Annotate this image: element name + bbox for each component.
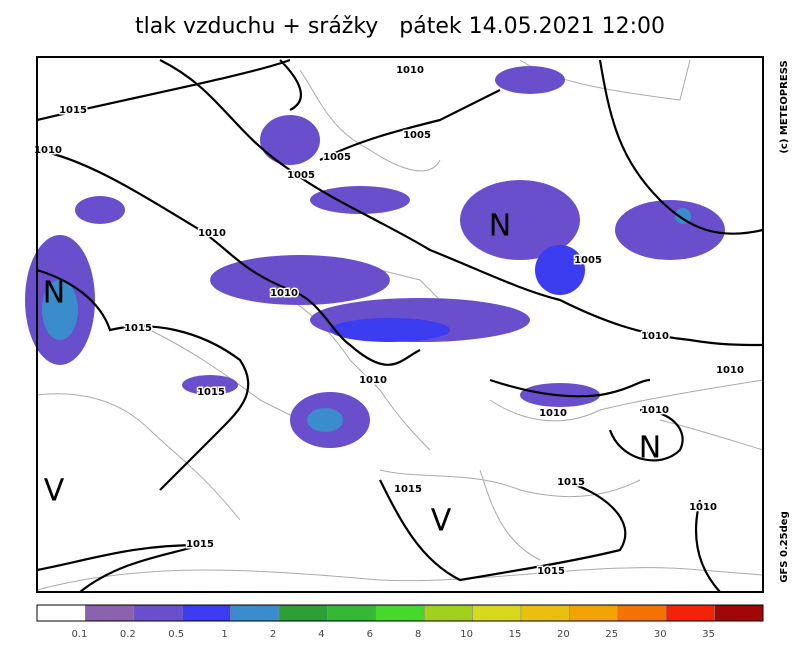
- isobar-label: 1010: [716, 365, 744, 376]
- color-swatch: [665, 604, 715, 622]
- copyright: (c) METEOPRESS: [779, 60, 790, 153]
- isobar-label: 1015: [197, 387, 225, 398]
- isobar-label: 1015: [557, 477, 585, 488]
- pressure-system: V: [431, 504, 452, 539]
- colorbar-tick-label: 0.2: [120, 629, 136, 640]
- isobar-label: 1010: [359, 375, 387, 386]
- pressure-system: N: [489, 209, 511, 244]
- color-swatch: [327, 604, 377, 622]
- color-swatch: [133, 604, 183, 622]
- pressure-system: N: [43, 276, 65, 311]
- pressure-system: V: [44, 474, 65, 509]
- color-swatch: [423, 604, 473, 622]
- color-swatch: [520, 604, 570, 622]
- color-swatch: [569, 604, 619, 622]
- isobars: [36, 58, 764, 593]
- color-swatch: [472, 604, 522, 622]
- pressure-system: N: [639, 431, 661, 466]
- isobar-label: 1015: [537, 566, 565, 577]
- isobar-label: 1010: [270, 288, 298, 299]
- colorbar-tick-label: 25: [605, 629, 618, 640]
- isobar-label: 1010: [539, 408, 567, 419]
- color-swatch: [230, 604, 280, 622]
- colorbar-tick-label: 35: [702, 629, 715, 640]
- isobar-label: 1015: [394, 484, 422, 495]
- coastlines: [36, 59, 764, 591]
- isobar-label: 1005: [323, 152, 351, 163]
- model-label: GFS 0.25deg: [779, 511, 790, 583]
- color-swatch: [617, 604, 667, 622]
- color-swatch: [36, 604, 86, 622]
- pressure-systems: N N N V V: [43, 209, 661, 539]
- map: 1010 1015 1010 1005 1005 1005 1010 1005 1010 1015…: [25, 56, 764, 593]
- colorbar-tick-label: 15: [509, 629, 522, 640]
- colorbar-tick-label: 30: [654, 629, 667, 640]
- color-swatch: [278, 604, 328, 622]
- colorbar-tick-label: 2: [270, 629, 276, 640]
- isobar-label: 1015: [124, 323, 152, 334]
- isobar-label: 1010: [198, 228, 226, 239]
- isobar-label: 1010: [641, 405, 669, 416]
- isobar-label: 1005: [574, 255, 602, 266]
- title: tlak vzduchu + srážky pátek 14.05.2021 1…: [135, 14, 665, 39]
- colorbar-frame: [36, 604, 764, 622]
- color-swatch: [375, 604, 425, 622]
- isobar-label: 1005: [403, 130, 431, 141]
- isobar-label: 1010: [396, 65, 424, 76]
- colorbar-tick-label: 4: [318, 629, 324, 640]
- isobar-label: 1015: [186, 539, 214, 550]
- colorbar-tick-label: 8: [415, 629, 421, 640]
- color-swatch: [85, 604, 135, 622]
- precipitation: [25, 66, 725, 448]
- colorbar: 0.1 0.2 0.5 1 2 4 6 8 10 15 20 25 30 35: [36, 604, 764, 640]
- colorbar-tick-label: 0.1: [71, 629, 87, 640]
- isobar-label: 1005: [287, 170, 315, 181]
- colorbar-tick-label: 1: [221, 629, 227, 640]
- isobar-label: 1010: [34, 145, 62, 156]
- isobar-label: 1015: [59, 105, 87, 116]
- isobar-label: 1010: [641, 331, 669, 342]
- color-swatch: [714, 604, 764, 622]
- colorbar-tick-label: 0.5: [168, 629, 184, 640]
- isobar-label: 1010: [689, 502, 717, 513]
- colorbar-tick-label: 10: [460, 629, 473, 640]
- isobar-labels: 1010 1015 1010 1005 1005 1005 1010 1005 1010 1015…: [33, 64, 746, 579]
- colorbar-tick-label: 6: [367, 629, 373, 640]
- color-swatch: [181, 604, 231, 622]
- colorbar-tick-label: 20: [557, 629, 570, 640]
